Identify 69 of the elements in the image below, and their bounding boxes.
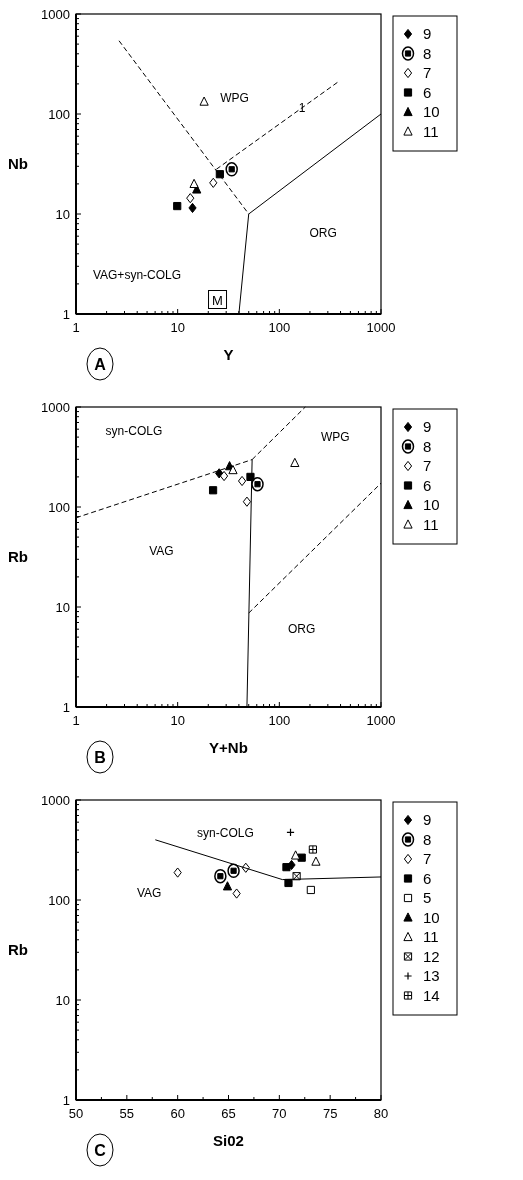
x-tick-label: 65 [221,1106,236,1121]
annotation: syn-COLG [197,826,254,841]
legend-label: 14 [423,986,440,1004]
x-tick-label: 70 [272,1106,287,1121]
y-tick-label: 100 [48,499,70,515]
annotation: M [212,293,223,309]
x-tick-label: 1 [72,713,80,728]
legend-label: 11 [423,928,439,946]
x-axis-title: Y [223,346,234,363]
y-tick-label: 100 [48,106,70,122]
y-tick-label: 1 [62,1092,70,1108]
annotation: VAG+syn-COLG [92,268,182,283]
x-axis-title: Si02 [213,1132,244,1149]
y-axis-title: Rb [8,548,28,566]
legend-label: 9 [423,25,432,43]
circled-letter: A [86,347,114,381]
annotation: VAG [149,544,174,559]
x-tick-label: 100 [268,713,291,728]
x-tick-label: 60 [170,1106,185,1121]
y-tick-label: 10 [55,206,70,222]
legend-label: 8 [423,437,432,455]
y-tick-label: 1 [62,699,70,715]
circled-letter: C [86,1133,114,1167]
annotation: ORG [288,622,316,637]
legend-label: 6 [423,476,432,494]
legend-label: 5 [423,889,432,907]
y-axis-title: Nb [8,155,28,173]
legend-label: 9 [423,418,432,436]
legend-label: 7 [423,457,432,475]
circled-letter: B [86,740,114,774]
annotation: WPG [320,430,350,445]
annotation: syn-COLG [105,424,163,439]
x-tick-label: 1000 [366,320,396,335]
annotation: 1 [298,100,306,115]
x-tick-label: 10 [170,320,185,335]
x-tick-label: 80 [373,1106,389,1121]
x-tick-label: 100 [268,320,291,335]
legend-label: 12 [423,947,440,965]
legend-label: 7 [423,850,432,868]
legend-label: 8 [423,44,432,62]
y-tick-label: 1 [62,306,70,322]
legend-label: 7 [423,64,432,82]
legend-label: 13 [423,967,440,985]
y-tick-label: 10 [55,599,70,615]
legend-label: 6 [423,869,432,887]
y-tick-label: 1000 [41,399,70,415]
x-tick-label: 1000 [366,713,396,728]
x-axis-title: Y+Nb [209,739,248,756]
legend-label: 10 [423,908,440,926]
legend-label: 10 [423,496,440,514]
x-tick-label: 1 [72,320,80,335]
legend-label: 8 [423,830,432,848]
legend-label: 6 [423,83,432,101]
legend-label: 10 [423,103,440,121]
x-tick-label: 10 [170,713,185,728]
x-tick-label: 50 [68,1106,84,1121]
x-tick-label: 75 [322,1106,338,1121]
y-axis-title: Rb [8,941,28,959]
legend-label: 11 [423,515,439,533]
annotation: VAG [136,886,162,901]
annotation: WPG [220,91,249,106]
annotation: ORG [309,226,337,241]
y-tick-label: 100 [48,892,70,908]
y-tick-label: 1000 [41,792,70,808]
legend-label: 9 [423,811,432,829]
y-tick-label: 10 [55,992,70,1008]
x-tick-label: 55 [119,1106,135,1121]
legend-label: 11 [423,122,439,140]
y-tick-label: 1000 [41,6,70,22]
